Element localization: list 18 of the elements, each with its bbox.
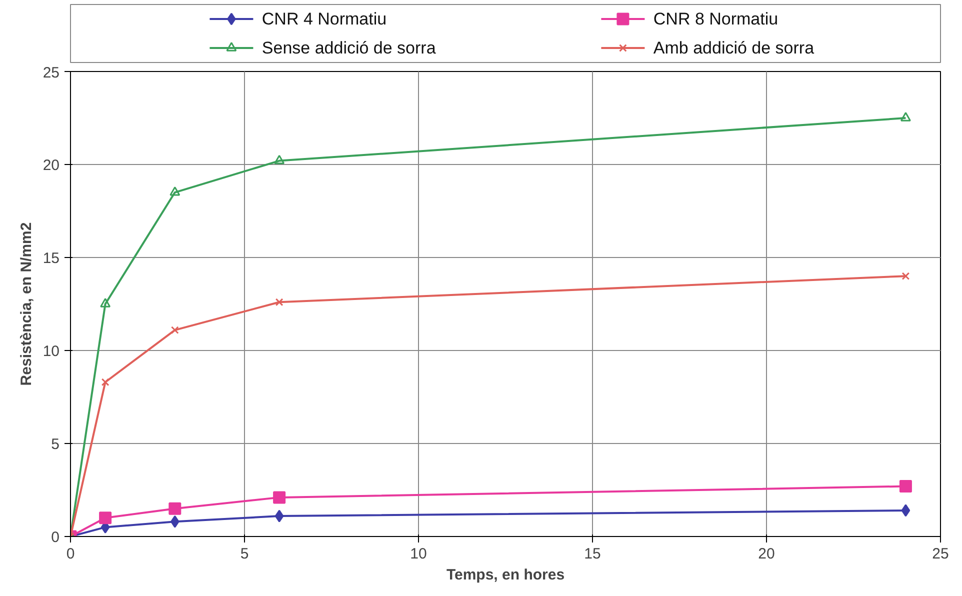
y-tick-label: 25 bbox=[42, 64, 60, 82]
legend-label: Sense addició de sorra bbox=[262, 38, 436, 58]
x-tick-label: 0 bbox=[66, 546, 75, 562]
y-tick-label: 10 bbox=[42, 343, 60, 360]
legend-label: CNR 8 Normatiu bbox=[653, 10, 778, 28]
legend-label: CNR 4 Normatiu bbox=[262, 10, 387, 28]
x-tick-label: 15 bbox=[584, 546, 601, 562]
x-tick-label: 10 bbox=[410, 546, 427, 562]
y-tick-label: 15 bbox=[42, 250, 60, 267]
legend-label: Amb addició de sorra bbox=[653, 38, 815, 58]
y-tick-label: 0 bbox=[51, 529, 60, 546]
y-tick-label: 20 bbox=[42, 157, 60, 174]
x-tick-label: 20 bbox=[758, 546, 775, 562]
y-axis-title: Resistència, en N/mm2 bbox=[18, 222, 35, 386]
x-axis-title: Temps, en hores bbox=[446, 566, 565, 584]
x-tick-label: 25 bbox=[932, 546, 949, 562]
x-tick-label: 5 bbox=[240, 546, 249, 562]
y-tick-label: 5 bbox=[51, 436, 60, 453]
